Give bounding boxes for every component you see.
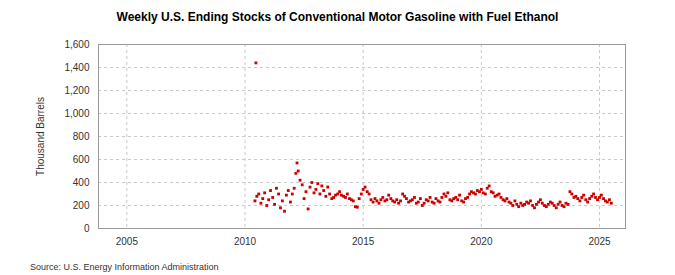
svg-text:400: 400	[73, 177, 90, 188]
svg-text:0: 0	[84, 223, 90, 234]
svg-text:2025: 2025	[588, 236, 611, 247]
svg-text:800: 800	[73, 131, 90, 142]
svg-text:2005: 2005	[116, 236, 139, 247]
svg-text:200: 200	[73, 200, 90, 211]
svg-text:1,400: 1,400	[64, 62, 89, 73]
svg-text:1,000: 1,000	[64, 108, 89, 119]
svg-text:Thousand Barrels: Thousand Barrels	[35, 97, 46, 176]
svg-text:600: 600	[73, 154, 90, 165]
svg-text:2010: 2010	[234, 236, 257, 247]
html-text:Weekly U.S. Ending Stocks of C: Weekly U.S. Ending Stocks of Conventiona…	[116, 10, 559, 24]
svg-text:2020: 2020	[470, 236, 493, 247]
svg-text:2015: 2015	[352, 236, 375, 247]
svg-text:1,200: 1,200	[64, 85, 89, 96]
html-text:Source: U.S. Energy Informatio: Source: U.S. Energy Information Administ…	[30, 262, 219, 272]
svg-text:1,600: 1,600	[64, 39, 89, 50]
